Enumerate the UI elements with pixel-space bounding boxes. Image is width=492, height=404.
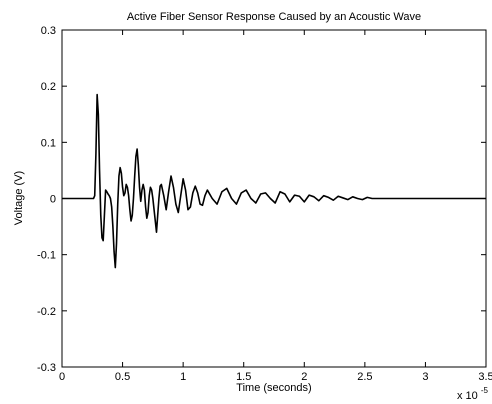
x-tick-label: 2 — [301, 371, 307, 383]
x-tick-label: 3 — [422, 371, 428, 383]
x-axis-multiplier-exponent: -5 — [481, 386, 489, 395]
x-axis-multiplier-base: x 10 — [457, 390, 478, 402]
y-tick-label: -0.2 — [37, 306, 56, 318]
series-group — [62, 93, 486, 269]
chart-title: Active Fiber Sensor Response Caused by a… — [127, 11, 421, 23]
y-axis-label: Voltage (V) — [13, 171, 25, 225]
x-tick-label: 1.5 — [236, 371, 251, 383]
series-line-0 — [62, 93, 486, 269]
x-tick-label: 1 — [180, 371, 186, 383]
y-tick-label: 0.3 — [41, 25, 56, 37]
y-tick-label: -0.3 — [37, 362, 56, 374]
y-tick-label: -0.1 — [37, 250, 56, 262]
x-tick-label: 2.5 — [357, 371, 372, 383]
y-tick-label: 0.2 — [41, 81, 56, 93]
y-tick-label: 0.1 — [41, 137, 56, 149]
y-tick-label: 0 — [50, 194, 56, 206]
x-axis-label: Time (seconds) — [236, 382, 311, 394]
x-tick-label: 3.5 — [478, 371, 492, 383]
axis-ticks: 0 0.5 1 1.5 2 2.5 3 3.5 -0.3 -0.2 -0.1 0 0.1 0.2 0.3 — [37, 25, 492, 383]
x-axis-multiplier: x 10 -5 — [457, 386, 489, 402]
x-tick-label: 0.5 — [115, 371, 130, 383]
x-tick-label: 0 — [59, 371, 65, 383]
